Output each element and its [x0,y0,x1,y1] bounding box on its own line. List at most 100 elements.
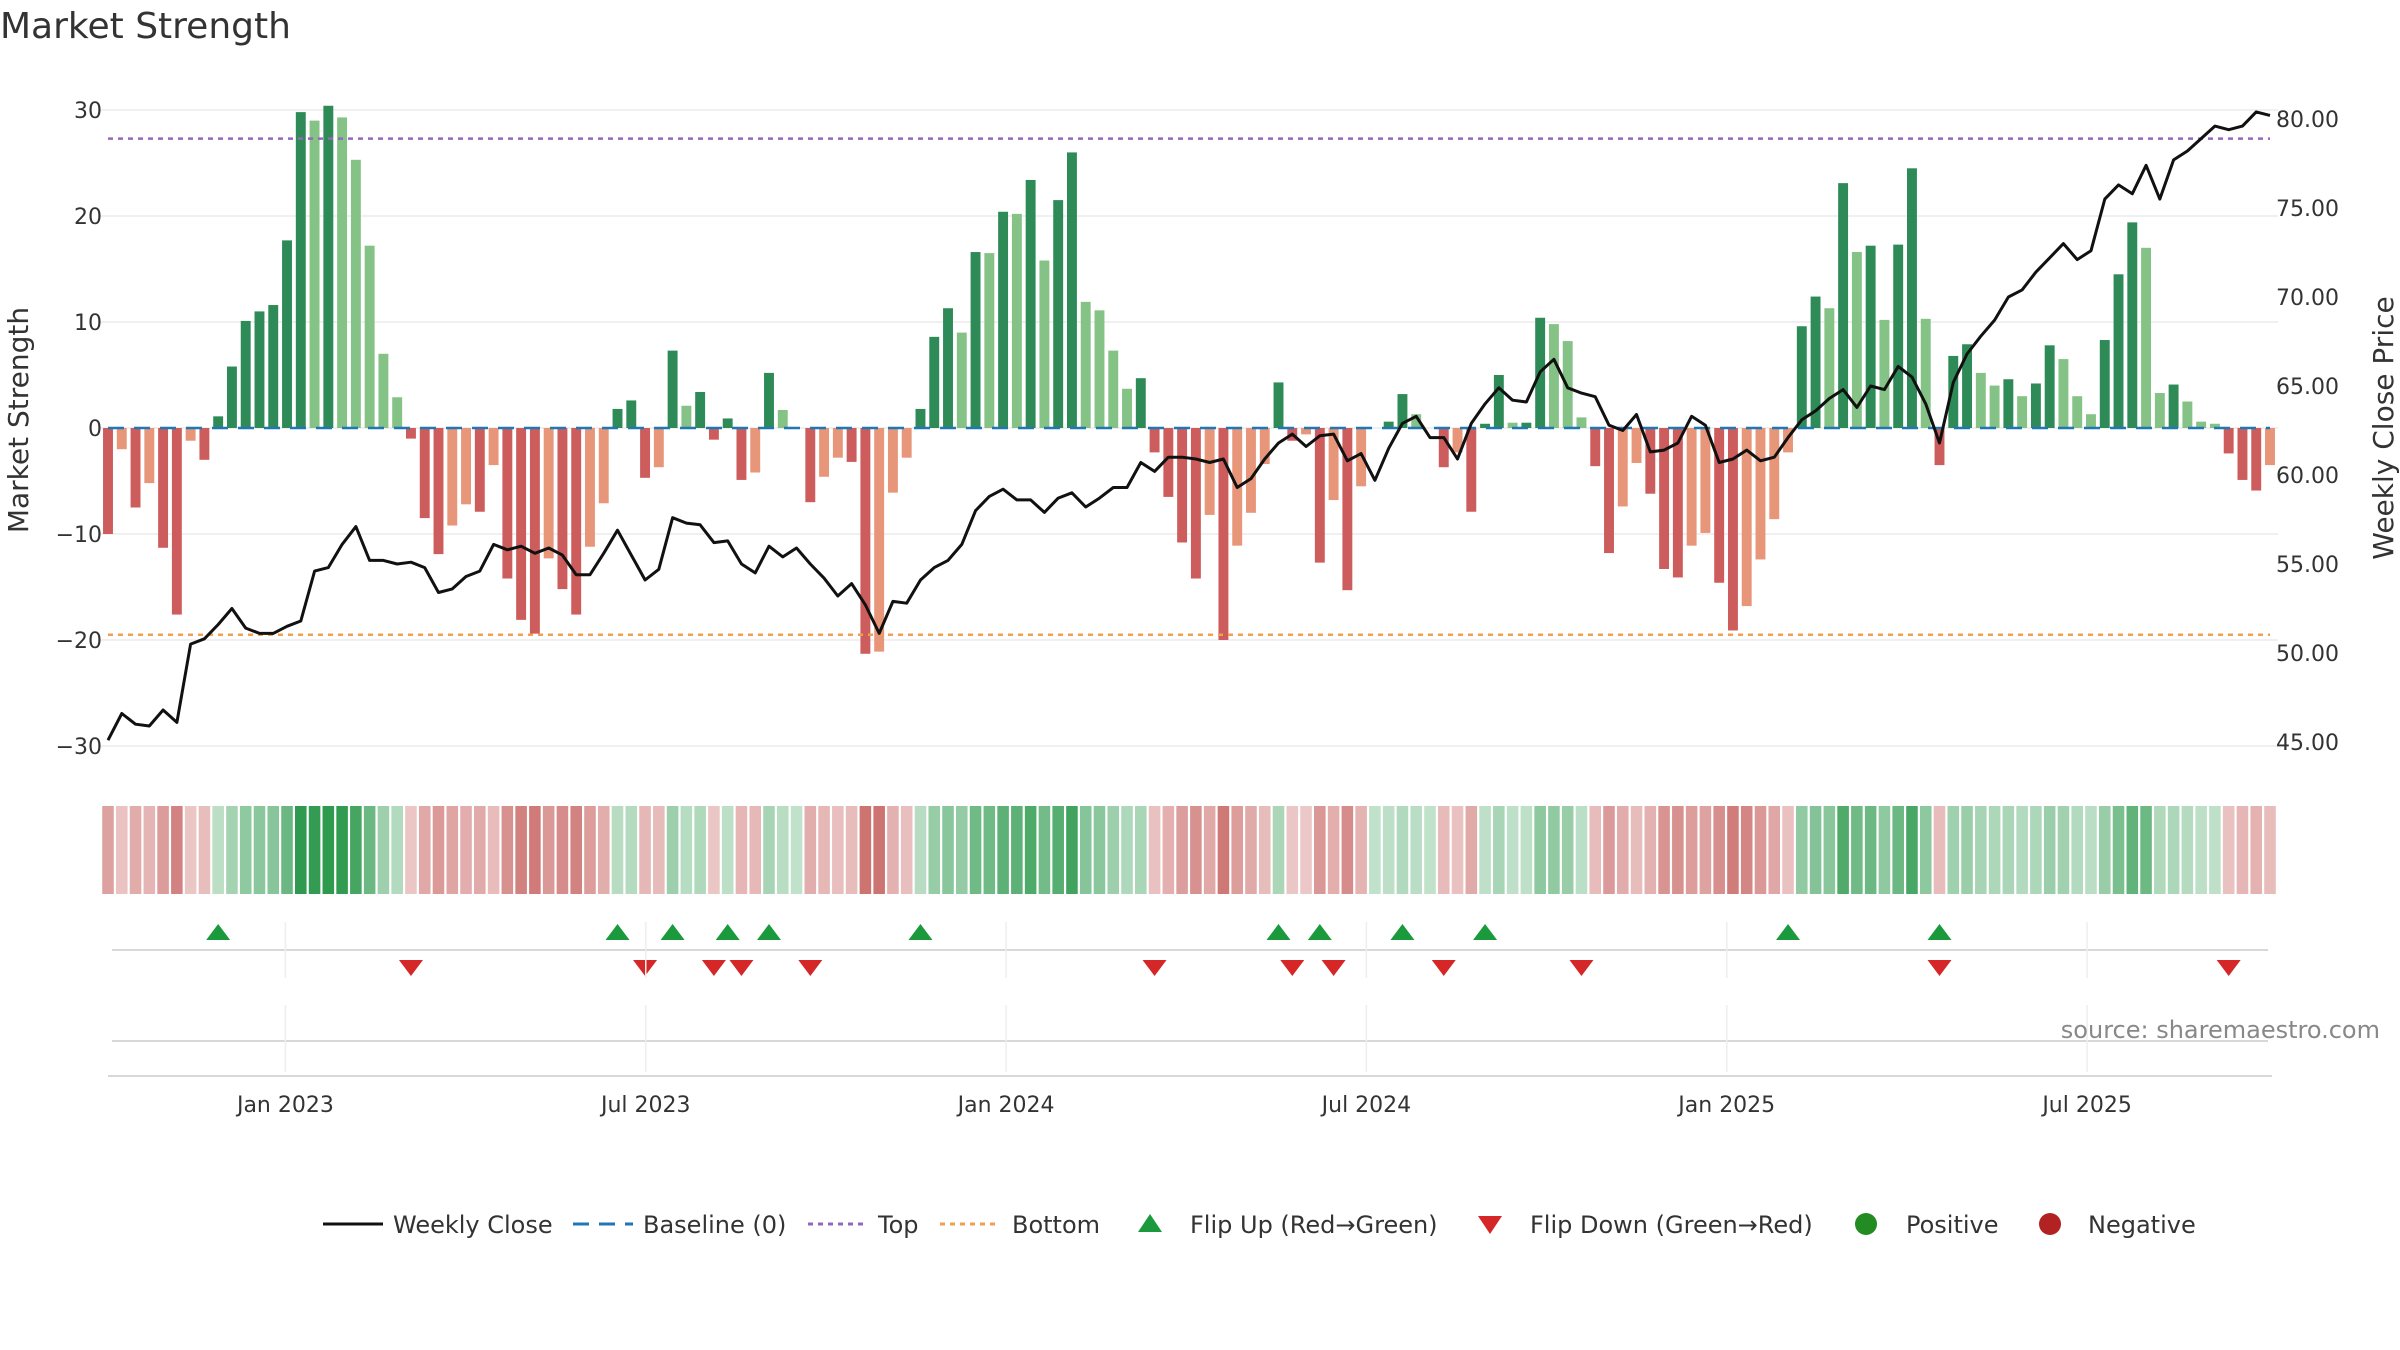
heat-cell [418,806,431,894]
strength-bar [915,408,926,428]
strength-bar [1122,388,1132,428]
heat-cell [790,806,803,894]
heat-cell [487,806,500,894]
strength-bar [722,418,733,428]
strength-bar [612,408,623,428]
strength-bar [2182,401,2193,428]
heat-cell [2126,806,2139,894]
flip-down-marker [1569,960,1594,976]
strength-bar [887,428,898,493]
heat-cell [377,806,390,894]
flip-up-marker [206,924,231,940]
strength-bar [1149,428,1160,453]
heat-cell [776,806,789,894]
heat-cell [969,806,982,894]
heat-cell [845,806,858,894]
heat-cell [542,806,555,894]
heat-cell [529,806,541,894]
strength-bar [447,428,458,526]
heat-cell [1396,806,1409,894]
strength-bar [1548,324,1559,428]
heat-cell [1699,806,1712,894]
strength-bar [309,120,320,428]
strength-bar [158,428,169,548]
strength-bar [1411,414,1422,428]
strength-bar [2209,423,2220,428]
legend-item-top: Top [808,1211,919,1239]
heat-cell [2222,806,2235,894]
heat-cell [129,806,142,894]
strength-bar [378,353,389,428]
heat-cell [1382,806,1395,894]
strength-bar [1948,355,1959,428]
strength-bar [1851,252,1862,428]
source-note: source: sharemaestro.com [2061,1016,2380,1044]
heat-cell [2085,806,2097,894]
heat-cell [1369,806,1381,894]
heat-cell [184,806,197,894]
heat-cell [2002,806,2015,894]
y2-tick-label: 80.00 [2276,108,2339,133]
heat-cell [1768,806,1781,894]
strength-bar [1741,428,1752,607]
strength-bar [736,428,747,480]
strength-bar [653,428,664,468]
strength-bar [1190,428,1201,579]
heat-cell [391,806,403,894]
x-tick-label: Jan 2023 [235,1093,334,1118]
heat-cell [432,806,445,894]
heat-cell [281,806,293,894]
heat-cell [1121,806,1133,894]
y2-tick-label: 70.00 [2276,286,2339,311]
strength-bar [2072,396,2083,428]
strength-bar [2168,384,2179,428]
strength-bar [1755,428,1766,560]
flip-up-marker [1390,924,1415,940]
strength-bar [571,428,582,615]
heat-cell [1493,806,1505,894]
heat-cell [818,806,830,894]
strength-bar [1218,428,1229,640]
flip-down-marker [1142,960,1167,976]
heat-cell [639,806,651,894]
heat-cell [1589,806,1602,894]
flip-down-marker [1280,960,1305,976]
heat-cell [1506,806,1519,894]
y-tick-label: 10 [74,311,102,336]
strength-bar [901,428,912,458]
heat-cell [226,806,238,894]
heat-cell [749,806,762,894]
heat-cell [2071,806,2083,894]
heat-cell [267,806,280,894]
legend-swatch-flip-up [1138,1214,1162,1232]
strength-bar [502,428,513,579]
strength-bar [1480,423,1491,428]
heat-cell [363,806,376,894]
strength-bar [1769,428,1780,520]
strength-bar [640,428,651,478]
flip-up-marker [756,924,781,940]
strength-bar [2237,428,2248,480]
heat-cell [474,806,486,894]
strength-bar [2265,428,2275,466]
legend-label-bottom: Bottom [1012,1211,1100,1239]
strength-bar [405,428,416,439]
strength-bar [1727,428,1738,631]
heat-cell [666,806,679,894]
flip-down-marker [798,960,823,976]
x-axis-ticks: Jan 2023 Jul 2023 Jan 2024 Jul 2024 Jan 2025… [235,922,2132,1118]
heat-cell [2043,806,2056,894]
strength-bar [984,253,995,428]
legend-label-negative: Negative [2088,1211,2196,1239]
heat-cell [983,806,996,894]
heat-cell [1919,806,1932,894]
heat-cell [556,806,569,894]
strength-bar [240,320,251,428]
heat-cell [1892,806,1904,894]
heat-cell [322,806,335,894]
heat-cell [584,806,596,894]
strength-bar [1659,428,1670,569]
strength-bar [956,332,967,428]
heat-cell [2264,806,2276,894]
strength-bar [1066,152,1077,428]
